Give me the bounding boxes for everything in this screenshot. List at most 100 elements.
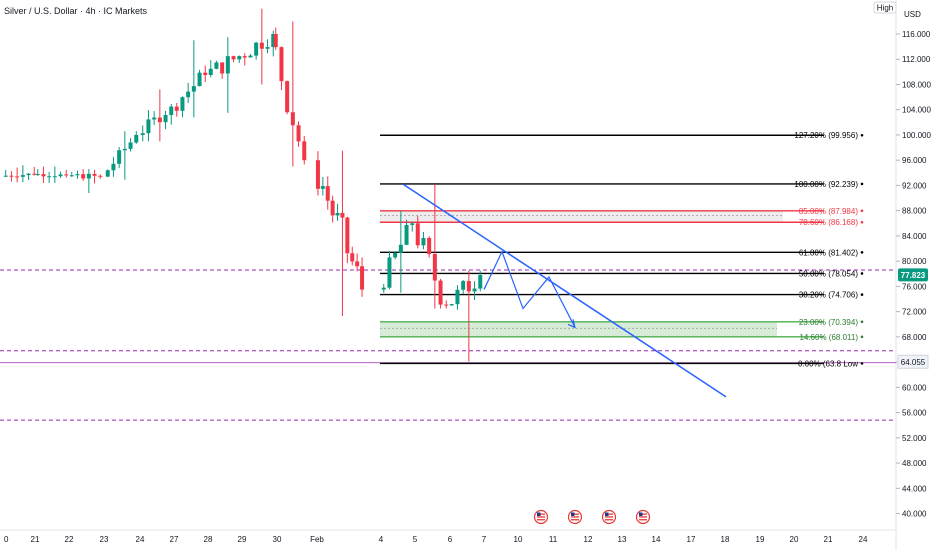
candle-body (461, 281, 466, 290)
time-tick-label: 22 (65, 535, 74, 544)
fib-level-dot (860, 293, 864, 296)
candle-body (81, 174, 86, 179)
fib-level-dot (860, 182, 864, 186)
time-axis[interactable]: 0 21 22 23 24 27 28 29 30 Feb 4 5 6 7 10 11 12 13 14 17 18 19… (4, 535, 868, 544)
candle-body (140, 133, 145, 135)
candle-body (169, 106, 174, 115)
candle-body (75, 174, 80, 176)
price-tick-label: 76.000 (902, 282, 927, 291)
time-tick-label: 17 (687, 535, 696, 544)
us-flag-event-icon[interactable] (635, 509, 651, 525)
candle-body (427, 237, 432, 255)
flag-stripe (605, 519, 613, 521)
price-axis[interactable]: 40.000 44.000 48.000 52.000 56.000 60.000 64.0… (896, 30, 931, 519)
candle-body (254, 42, 259, 56)
flag-stripe (537, 519, 545, 521)
symbol-title: Silver / U.S. Dollar · 4h · IC Markets (4, 6, 148, 16)
fib-level-label: 14.60% (68.011) (799, 333, 858, 342)
candle-body (438, 280, 443, 305)
candle-body (271, 34, 276, 47)
candle-body (231, 56, 236, 60)
candle-body (52, 176, 57, 178)
candle-body (9, 175, 14, 177)
candle-body (69, 175, 74, 177)
event-markers-layer[interactable] (533, 509, 651, 525)
price-mode-badge[interactable] (873, 1, 897, 14)
candle-body (174, 106, 179, 111)
candle-body (191, 86, 196, 92)
time-tick-label: 6 (448, 535, 453, 544)
candle-body (163, 114, 168, 123)
price-tick-label: 108.000 (902, 80, 931, 89)
candle-body (32, 173, 37, 175)
candle-body (64, 174, 69, 176)
fib-level-dot (860, 362, 864, 365)
price-tick-label: 56.000 (902, 409, 927, 418)
candle-body (466, 281, 471, 292)
candle-body (285, 81, 290, 113)
candle-body (105, 170, 110, 177)
trendline-layer[interactable] (402, 183, 727, 398)
candle-body (186, 91, 191, 98)
candle-body (180, 97, 185, 111)
price-tick-label: 92.000 (902, 181, 927, 190)
fib-level-dot (860, 220, 864, 224)
fib-level-label: 23.00% (70.394) (799, 318, 858, 327)
price-tick-label: 104.000 (902, 106, 931, 115)
candle-body (421, 237, 426, 246)
candle-body (393, 252, 398, 258)
fib-level-label: 127.20% (99.956) (794, 131, 858, 140)
candle-body (415, 223, 420, 246)
price-tick-label: 88.000 (902, 207, 927, 216)
descending-trendline[interactable] (402, 183, 727, 398)
time-tick-label: Feb (310, 535, 324, 544)
time-tick-label: 4 (379, 535, 384, 544)
candle-body (350, 253, 355, 262)
fib-level-label: 61.80% (81.402) (799, 248, 858, 257)
candle-body (398, 244, 403, 253)
candle-body (15, 176, 20, 178)
fibonacci-layer[interactable]: 127.20% (99.956) 100.00% (92.239) 85.00% (… (380, 131, 864, 368)
time-tick-label: 5 (413, 535, 418, 544)
candle-body (340, 213, 345, 218)
time-tick-label: 24 (859, 535, 868, 544)
us-flag-event-icon[interactable] (601, 509, 617, 525)
candle-body (208, 68, 213, 76)
flag-stripe (639, 516, 647, 518)
fib-level-dot (860, 133, 864, 137)
price-tick-label: 80.000 (902, 257, 927, 266)
price-tick-label: 48.000 (902, 459, 927, 468)
projection-path[interactable] (483, 250, 576, 328)
low-price-tag: 64.055 (897, 354, 929, 369)
us-flag-event-icon[interactable] (533, 509, 549, 525)
current-price-value: 77.823 (901, 271, 926, 280)
candle-body (432, 254, 437, 281)
time-tick-label: 14 (652, 535, 661, 544)
flag-canton (639, 512, 643, 516)
candle-body (248, 55, 253, 58)
flag-stripe (571, 513, 579, 515)
fib-level-dot (860, 272, 864, 275)
candle-body (273, 34, 278, 48)
time-tick-label: 7 (482, 535, 487, 544)
time-tick-label: 21 (31, 535, 40, 544)
low-price-value: 64.055 (901, 358, 926, 367)
flag-stripe (537, 513, 545, 515)
candle-body (290, 112, 295, 126)
flag-canton (605, 512, 609, 516)
time-tick-label: 24 (136, 535, 145, 544)
candle-body (242, 56, 247, 58)
time-tick-label: 10 (514, 535, 523, 544)
flag-stripe (571, 519, 579, 521)
flag-canton (571, 512, 575, 516)
time-tick-label: 20 (790, 535, 799, 544)
candle-body (444, 304, 449, 306)
us-flag-event-icon[interactable] (567, 509, 583, 525)
candle-body (225, 56, 230, 74)
flag-stripe (639, 519, 647, 521)
price-tick-label: 100.000 (902, 131, 931, 140)
price-mode-label: High (877, 4, 893, 13)
flag-stripe (639, 513, 647, 515)
fib-level-label: 38.20% (74.706) (799, 291, 858, 300)
